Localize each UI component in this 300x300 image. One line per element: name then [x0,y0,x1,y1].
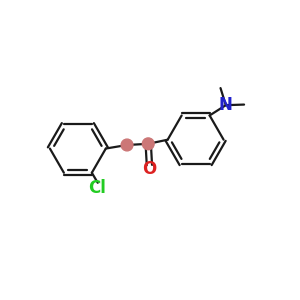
Text: N: N [219,96,233,114]
Text: O: O [142,160,157,178]
Text: Cl: Cl [88,179,106,197]
Circle shape [121,139,133,151]
Circle shape [142,138,154,150]
